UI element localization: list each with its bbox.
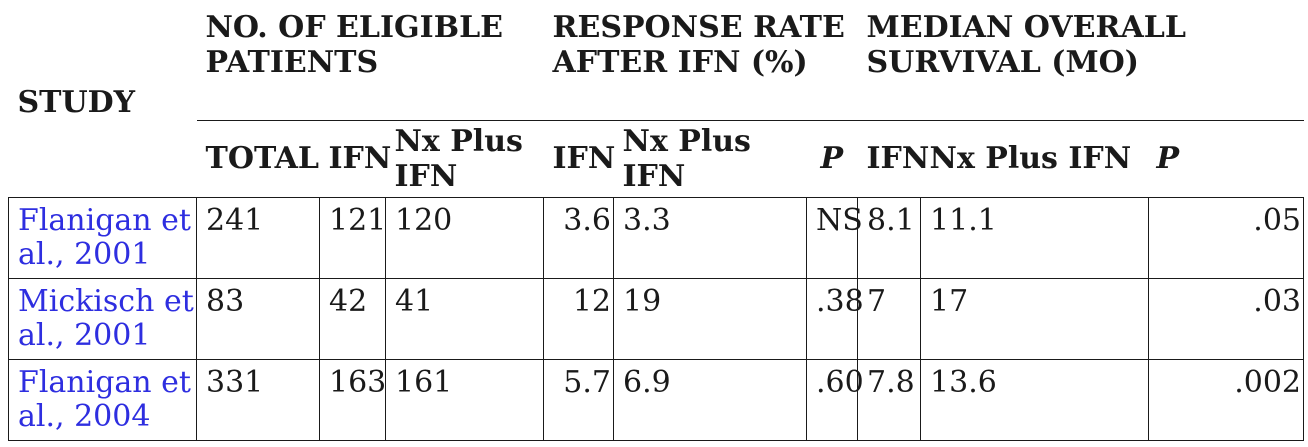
cell-total: 83	[196, 277, 320, 360]
header-response-nx-plus-ifn: Nx Plus IFN	[613, 119, 807, 197]
cell-response-ifn: 12	[543, 277, 615, 360]
header-response-rate: RESPONSE RATE AFTER IFN (%)	[552, 10, 845, 80]
header-survival-p: P	[1148, 119, 1304, 197]
header-study: STUDY	[17, 84, 136, 120]
cell-total: 331	[196, 358, 320, 441]
data-table: STUDY NO. OF ELIGIBLE PATIENTS RESPONSE …	[8, 8, 1305, 441]
header-eligible-total: TOTAL	[196, 119, 320, 197]
study-link[interactable]: Flanigan et al., 2004	[8, 358, 197, 441]
study-link[interactable]: Mickisch et al., 2001	[8, 277, 197, 360]
cell-response-nx-plus-ifn: 6.9	[613, 358, 808, 441]
cell-ifn: 163	[319, 358, 386, 441]
cell-survival-p: .03	[1148, 277, 1305, 360]
cell-nx-plus-ifn: 41	[384, 277, 545, 360]
cell-survival-p: .002	[1148, 358, 1305, 441]
cell-total: 241	[196, 196, 320, 279]
header-row-1: STUDY NO. OF ELIGIBLE PATIENTS RESPONSE …	[9, 8, 1304, 120]
table-row: Flanigan et al., 2004 331 163 161 5.7 6.…	[8, 358, 1305, 441]
header-survival-ifn: IFN	[857, 119, 929, 197]
cell-survival-nx-plus-ifn: 13.6	[920, 358, 1150, 441]
cell-ifn: 42	[319, 277, 386, 360]
header-response-p: P	[806, 119, 858, 197]
cell-response-ifn: 3.6	[543, 196, 615, 279]
header-survival-nx-plus-ifn: Nx Plus IFN	[920, 119, 1149, 197]
cell-survival-ifn: 7.8	[857, 358, 922, 441]
cell-nx-plus-ifn: 161	[384, 358, 545, 441]
cell-survival-ifn: 7	[857, 277, 922, 360]
header-row-2: TOTAL IFN Nx Plus IFN IFN Nx Plus IFN P …	[9, 119, 1304, 197]
table-row: Flanigan et al., 2001 241 121 120 3.6 3.…	[8, 196, 1305, 279]
cell-response-nx-plus-ifn: 19	[613, 277, 808, 360]
header-eligible-patients: NO. OF ELIGIBLE PATIENTS	[205, 10, 504, 80]
header-eligible-nx-plus-ifn: Nx Plus IFN	[385, 119, 544, 197]
cell-response-nx-plus-ifn: 3.3	[613, 196, 808, 279]
table-container: STUDY NO. OF ELIGIBLE PATIENTS RESPONSE …	[8, 8, 1305, 441]
header-eligible-ifn: IFN	[319, 119, 391, 197]
header-response-ifn: IFN	[543, 119, 615, 197]
cell-ifn: 121	[319, 196, 386, 279]
cell-response-p: .60	[806, 358, 864, 441]
cell-response-ifn: 5.7	[543, 358, 615, 441]
header-median-survival: MEDIAN OVERALL SURVIVAL (MO)	[866, 10, 1186, 80]
cell-survival-nx-plus-ifn: 11.1	[920, 196, 1150, 279]
cell-survival-ifn: 8.1	[857, 196, 922, 279]
study-link[interactable]: Flanigan et al., 2001	[8, 196, 197, 279]
cell-survival-p: .05	[1148, 196, 1305, 279]
table-row: Mickisch et al., 2001 83 42 41 12 19 .38…	[8, 277, 1305, 360]
cell-survival-nx-plus-ifn: 17	[920, 277, 1150, 360]
cell-response-p: NS	[806, 196, 863, 279]
cell-response-p: .38	[806, 277, 864, 360]
cell-nx-plus-ifn: 120	[384, 196, 545, 279]
